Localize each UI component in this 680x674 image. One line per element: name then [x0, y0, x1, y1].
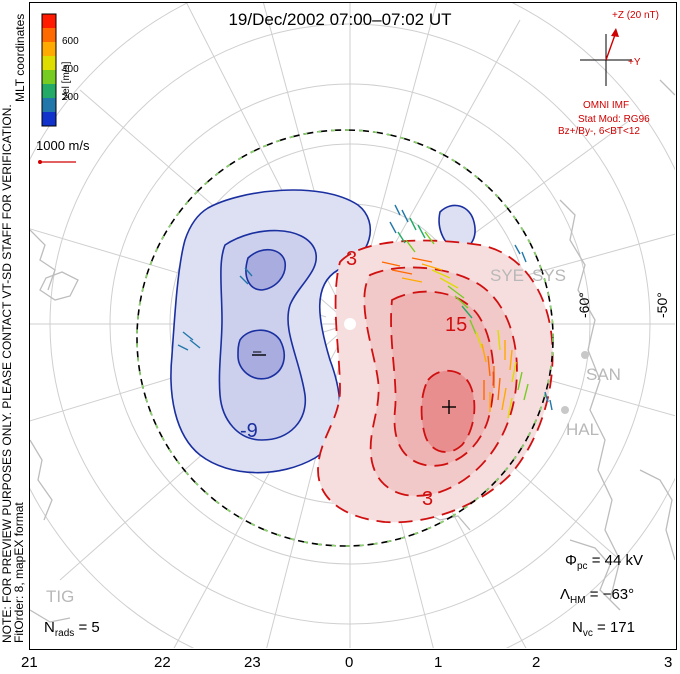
mlt-tick-0: 0 — [345, 654, 354, 671]
velocity-vectors — [177, 204, 553, 419]
min-potential-marker: – — [253, 343, 262, 360]
latitude-label-50: -50° — [654, 292, 670, 318]
gap-marker — [326, 314, 334, 322]
small-cell — [438, 204, 476, 251]
imf-z-label: +Z (20 nT) — [612, 10, 659, 21]
mlt-tick-3: 3 — [664, 654, 673, 671]
scale-vector-label: 1000 m/s — [36, 138, 90, 153]
station-sye: SYE — [490, 266, 525, 285]
station-san: SAN — [586, 365, 621, 384]
contour-label-neg9: -9 — [240, 420, 258, 442]
colorbar-tick-200: 200 — [62, 92, 79, 103]
imf-model: Stat Mod: RG96 — [578, 114, 650, 125]
contour-label-3-top: 3 — [346, 248, 358, 270]
colorbar — [41, 13, 57, 127]
imf-clock — [580, 28, 632, 86]
pole-marker — [344, 318, 356, 330]
map-frame — [29, 2, 677, 650]
mlt-tick-23: 23 — [244, 654, 261, 671]
contour-label-15: 15 — [445, 314, 468, 336]
mlt-tick-1: 1 — [434, 654, 443, 671]
mlt-tick-22: 22 — [154, 654, 171, 671]
fit-order-note: FitOrder: 8, mapEX format — [12, 502, 26, 643]
imf-y-label: +Y — [628, 57, 641, 68]
colorbar-tick-600: 600 — [62, 36, 79, 47]
station-sys: SYS — [532, 266, 567, 285]
hmb-boundary-green — [136, 129, 554, 547]
latitude-label-60: -60° — [576, 292, 592, 318]
mlt-tick-21: 21 — [21, 654, 38, 671]
plot-title: 19/Dec/2002 07:00–07:02 UT — [228, 10, 452, 29]
radar-count: Nrads = 5 — [44, 619, 100, 639]
station-markers — [561, 351, 589, 414]
dawn-cell-core — [420, 369, 476, 453]
hm-boundary-latitude: ΛHM = −63° — [560, 586, 635, 606]
contour-label-3-bottom: 3 — [422, 488, 434, 510]
mlt-tick-2: 2 — [532, 654, 541, 671]
station-tig: TIG — [46, 587, 75, 606]
dusk-cell-core1 — [245, 249, 286, 291]
potential-extrema — [252, 354, 456, 414]
mlt-coordinates-label: MLT coordinates — [13, 13, 27, 102]
imf-condition: Bz+/By-, 6<BT<12 — [558, 126, 640, 137]
colorbar-tick-400: 400 — [62, 64, 79, 75]
vector-count: Nvc = 171 — [572, 619, 635, 639]
cross-polar-potential: Φpc = 44 kV — [565, 552, 643, 572]
imf-source: OMNI IMF — [583, 100, 630, 111]
station-hal: HAL — [566, 420, 600, 439]
